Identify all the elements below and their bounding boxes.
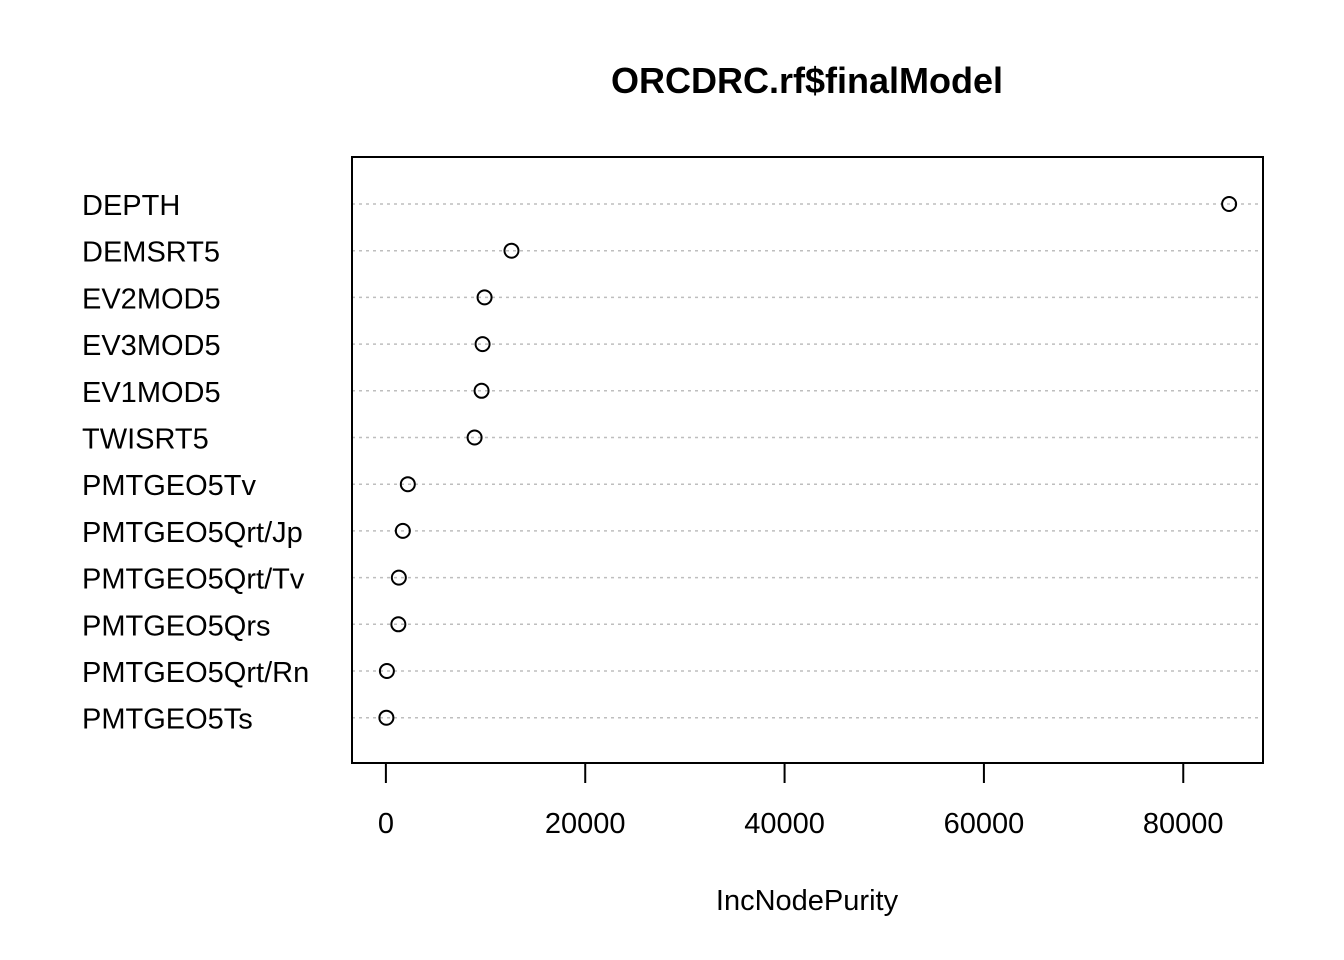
x-tick-label: 20000: [545, 808, 626, 840]
category-label: DEPTH: [82, 190, 180, 222]
data-point: [476, 289, 493, 306]
category-label: PMTGEO5Ts: [82, 704, 253, 736]
x-tick-label: 0: [378, 808, 394, 840]
plot-frame: [351, 156, 1264, 764]
data-point: [390, 569, 407, 586]
data-point: [378, 709, 395, 726]
data-point: [399, 476, 416, 493]
category-label: EV1MOD5: [82, 377, 221, 409]
data-point: [474, 336, 491, 353]
data-points: [378, 196, 1238, 726]
data-point: [390, 616, 407, 633]
category-label: DEMSRT5: [82, 237, 220, 269]
x-axis-label: IncNodePurity: [716, 885, 899, 917]
category-label: PMTGEO5Qrt/Rn: [82, 657, 309, 689]
x-tick-label: 60000: [944, 808, 1025, 840]
data-point: [503, 242, 520, 259]
category-label: PMTGEO5Qrt/Jp: [82, 517, 303, 549]
data-point: [1221, 196, 1238, 212]
data-point: [473, 382, 490, 399]
chart-title: ORCDRC.rf$finalModel: [611, 60, 1003, 101]
category-label: TWISRT5: [82, 424, 209, 456]
x-tick-label: 80000: [1143, 808, 1224, 840]
category-label: PMTGEO5Qrs: [82, 610, 271, 642]
category-label: EV2MOD5: [82, 283, 221, 315]
x-axis: 0 20000 40000 60000 80000: [378, 762, 1224, 840]
grid-lines: [352, 203, 1263, 719]
x-tick-label: 40000: [744, 808, 825, 840]
category-label: EV3MOD5: [82, 330, 221, 362]
data-point: [394, 522, 411, 539]
data-point: [466, 429, 483, 446]
data-point: [378, 663, 395, 679]
category-label: PMTGEO5Tv: [82, 470, 257, 502]
category-labels: DEPTH DEMSRT5 EV2MOD5 EV3MOD5 EV1MOD5 TWISRT5…: [82, 190, 309, 736]
category-label: PMTGEO5Qrt/Tv: [82, 564, 305, 596]
